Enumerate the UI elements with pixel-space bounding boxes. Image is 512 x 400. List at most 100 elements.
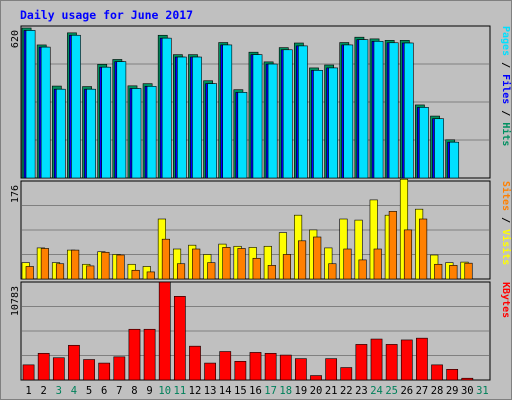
panel-kbytes: 10783 KBytes (10, 281, 511, 381)
bar-sites-day-19 (298, 240, 307, 280)
bar-pages-day-23 (358, 39, 369, 179)
bar-kbytes-day-4 (68, 344, 80, 381)
bar-sites-day-2 (40, 248, 49, 280)
bar-kbytes-day-24 (370, 338, 383, 381)
bar-sites-day-24 (373, 248, 382, 280)
x-tick-label-day-2: 2 (41, 385, 47, 397)
bar-sites-day-20 (313, 236, 322, 280)
x-tick-label-day-28: 28 (431, 385, 444, 397)
y-axis-max-label: 176 (10, 185, 21, 203)
bar-pages-day-14 (222, 44, 233, 179)
x-tick-label-day-1: 1 (25, 385, 31, 397)
bar-sites-day-10 (161, 238, 170, 280)
bar-sites-day-25 (388, 211, 397, 280)
bar-pages-day-4 (71, 34, 81, 179)
y-axis-max-label: 10783 (10, 286, 21, 316)
bar-kbytes-day-25 (385, 344, 398, 381)
x-tick-label-day-24: 24 (370, 385, 383, 397)
bar-sites-day-7 (116, 254, 125, 280)
x-tick-label-day-6: 6 (101, 385, 107, 397)
bar-pages-day-13 (207, 83, 217, 179)
bar-kbytes-day-10 (158, 281, 171, 381)
legend-sites: Sites (500, 181, 512, 211)
bar-kbytes-day-9 (143, 328, 156, 381)
bar-kbytes-day-12 (189, 345, 201, 381)
x-tick-label-day-30: 30 (461, 385, 474, 397)
bar-pages-day-3 (55, 88, 66, 179)
bar-pages-day-25 (388, 42, 399, 179)
bar-kbytes-day-22 (340, 367, 353, 381)
bar-kbytes-day-2 (37, 352, 50, 381)
y-axis-max-label: 620 (10, 30, 21, 48)
bar-sites-day-14 (222, 247, 231, 280)
bar-sites-day-6 (101, 251, 110, 280)
x-tick-label-day-25: 25 (385, 385, 398, 397)
x-tick-label-day-26: 26 (400, 385, 413, 397)
bar-kbytes-day-11 (173, 296, 186, 381)
bar-sites-day-4 (71, 249, 80, 280)
legend-hits: Hits (500, 122, 512, 146)
bar-pages-day-8 (131, 88, 142, 179)
chart-title: Daily usage for June 2017 (20, 8, 193, 22)
bar-sites-day-3 (55, 263, 65, 280)
bar-sites-day-16 (252, 257, 261, 280)
x-tick-label-day-14: 14 (219, 385, 232, 397)
x-tick-label-day-15: 15 (234, 385, 247, 397)
x-tick-label-day-18: 18 (279, 385, 292, 397)
bar-sites-day-9 (146, 271, 155, 280)
bar-kbytes-day-30 (461, 377, 474, 381)
bar-sites-day-27 (419, 218, 428, 280)
x-axis-labels: 1 2 3 4 5 6 7 8 9 10 11 12 13 14 15 16 17 18 19 20 21 22 23 24 2… (25, 385, 488, 397)
x-tick-label-day-20: 20 (310, 385, 323, 397)
bar-pages-day-10 (161, 37, 172, 179)
right-axis-legend: Sites / Visits (500, 181, 512, 265)
bar-kbytes-day-1 (22, 364, 35, 381)
bar-kbytes-day-23 (355, 344, 368, 381)
bar-pages-day-6 (101, 66, 112, 179)
x-tick-label-day-17: 17 (264, 385, 277, 397)
x-tick-label-day-11: 11 (174, 385, 187, 397)
x-tick-label-day-5: 5 (86, 385, 92, 397)
panel-visits-sites: 176 Sites / Visits (10, 178, 512, 280)
bar-kbytes-day-14 (219, 351, 232, 381)
legend-separator: / (500, 56, 511, 74)
bar-kbytes-day-7 (113, 356, 126, 381)
bar-kbytes-day-6 (98, 362, 111, 381)
bar-kbytes-day-16 (249, 352, 262, 381)
bar-pages-day-9 (146, 86, 157, 179)
bar-sites-day-11 (176, 263, 186, 280)
legend-files: Files (500, 74, 512, 104)
bar-sites-day-26 (403, 229, 413, 280)
bar-kbytes-day-29 (446, 369, 459, 381)
bar-pages-day-29 (449, 141, 460, 179)
bar-sites-day-22 (343, 248, 352, 280)
bar-sites-day-21 (328, 263, 337, 280)
x-tick-label-day-19: 19 (295, 385, 308, 397)
legend-visits: Visits (500, 229, 512, 265)
x-tick-label-day-16: 16 (249, 385, 262, 397)
legend-pages: Pages (500, 26, 511, 56)
bar-kbytes-day-5 (83, 359, 95, 381)
right-axis-legend: KBytes (500, 282, 511, 318)
legend-separator: / (500, 211, 511, 229)
x-tick-label-day-13: 13 (204, 385, 217, 397)
x-tick-label-day-21: 21 (325, 385, 338, 397)
bar-sites-day-17 (267, 265, 276, 280)
bar-kbytes-day-13 (204, 362, 216, 381)
bar-kbytes-day-26 (400, 339, 413, 381)
bar-pages-day-19 (298, 45, 308, 179)
bar-kbytes-day-19 (295, 358, 307, 381)
bar-pages-day-28 (434, 118, 444, 179)
bar-pages-day-18 (282, 49, 293, 179)
bar-kbytes-day-21 (325, 358, 338, 381)
bar-sites-day-28 (434, 263, 443, 280)
bar-pages-day-7 (116, 61, 127, 179)
legend-kbytes: KBytes (500, 282, 511, 318)
right-axis-legend: Pages / Files / Hits (500, 26, 512, 146)
bar-kbytes-day-3 (52, 357, 65, 381)
legend-separator: / (500, 104, 511, 122)
bar-pages-day-27 (419, 107, 429, 179)
bar-pages-day-21 (328, 67, 339, 179)
